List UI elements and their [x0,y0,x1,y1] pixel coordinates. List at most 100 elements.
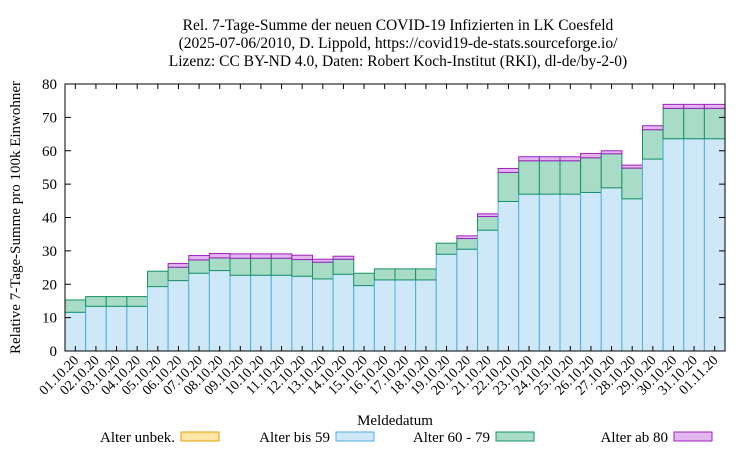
legend: Alter unbek. Alter bis 59 Alter 60 - 79 Alt… [100,430,713,446]
bar-alter-bis-59-13 [312,278,334,352]
bar-alter-bis-59-16 [373,279,396,352]
bar-alter-bis-59-29 [642,158,664,352]
y-axis-label: Relative 7-Tage-Summe pro 100k Einwohner [8,81,24,354]
chart-title: Rel. 7-Tage-Summe der neuen COVID-19 Inf… [169,17,627,70]
bar-alter-ab-80-23 [518,156,540,162]
bar-alter-60-79-17 [394,268,417,281]
bar-alter-bis-59-28 [621,198,644,352]
bar-alter-bis-59-10 [250,274,272,352]
bar-alter-bis-59-12 [291,275,314,352]
bar-alter-60-79-22 [497,171,520,202]
bar-alter-ab-80-31 [683,103,705,109]
bar-alter-60-79-15 [353,272,375,287]
bar-alter-bis-59-5 [147,286,169,352]
bar-alter-bis-59-24 [538,193,561,352]
bar-alter-bis-59-14 [332,273,355,352]
bar-alter-60-79-8 [208,257,231,272]
bar-alter-60-79-9 [229,257,252,276]
bar-alter-60-79-7 [188,259,210,274]
bar-alter-60-79-26 [580,157,602,193]
bar-alter-60-79-32 [703,107,726,140]
bar-alter-60-79-4 [126,296,149,307]
bar-alter-ab-80-29 [642,125,664,131]
bar-alter-bis-59-2 [85,305,107,352]
legend-label-alter-unbek: Alter unbek. [100,430,175,446]
bar-alter-ab-80-32 [703,103,726,109]
bar-alter-ab-80-28 [621,164,644,169]
bar-alter-60-79-11 [270,257,293,276]
bar-alter-60-79-30 [662,107,685,140]
y-tick-label: 40 [42,211,57,227]
bar-alter-bis-59-25 [559,193,582,352]
bar-alter-ab-80-12 [291,254,314,261]
bar-alter-60-79-20 [456,238,479,250]
bar-alter-ab-80-13 [312,258,334,263]
bar-alter-ab-80-8 [208,253,231,259]
bar-alter-bis-59-30 [662,138,685,352]
bar-alter-bis-59-22 [497,200,520,352]
bar-alter-bis-59-4 [126,305,149,352]
bar-alter-60-79-2 [85,296,107,307]
bar-alter-60-79-6 [167,266,190,282]
legend-label-alter-60-79: Alter 60 - 79 [413,430,490,446]
bar-alter-ab-80-30 [662,103,685,109]
y-tick-label: 80 [42,77,57,93]
bar-alter-bis-59-9 [229,274,252,352]
title-line-3: Lizenz: CC BY-ND 4.0, Daten: Robert Koch… [169,53,627,70]
bar-alter-bis-59-19 [435,253,458,352]
bar-alter-bis-59-6 [167,280,190,352]
legend-swatch-alter-bis-59 [335,431,375,442]
bar-alter-bis-59-17 [394,279,417,352]
bar-alter-ab-80-21 [477,213,499,218]
title-line-1: Rel. 7-Tage-Summe der neuen COVID-19 Inf… [183,17,614,34]
bar-alter-60-79-1 [64,299,87,313]
legend-label-alter-bis-59: Alter bis 59 [259,430,330,446]
legend-swatch-alter-unbek [180,431,220,442]
y-tick-label: 70 [42,110,57,126]
bars [64,103,726,352]
bar-alter-bis-59-27 [600,187,623,352]
bar-alter-bis-59-3 [105,305,128,352]
bar-alter-60-79-13 [312,261,334,280]
bar-alter-ab-80-10 [250,253,272,259]
y-tick-label: 10 [42,311,57,327]
legend-label-alter-ab-80: Alter ab 80 [601,430,668,446]
bar-alter-60-79-12 [291,259,314,277]
bar-alter-ab-80-7 [188,255,210,261]
bar-alter-bis-59-21 [477,229,499,352]
bar-alter-60-79-28 [621,167,644,200]
bar-alter-60-79-14 [332,258,355,275]
bar-alter-bis-59-7 [188,272,210,352]
bar-alter-ab-80-9 [229,253,252,259]
bar-alter-60-79-5 [147,270,169,288]
y-tick-label: 50 [42,177,57,193]
bar-alter-ab-80-11 [270,253,293,259]
bar-alter-bis-59-20 [456,248,479,352]
y-tick-label: 0 [50,344,58,360]
bar-alter-bis-59-31 [683,138,705,352]
legend-swatch-alter-ab-80 [673,431,713,442]
bar-alter-60-79-10 [250,257,272,276]
bar-alter-ab-80-20 [456,235,479,240]
bar-alter-ab-80-22 [497,167,520,173]
bar-alter-60-79-29 [642,129,664,160]
bar-alter-60-79-16 [373,268,396,281]
bar-alter-bis-59-26 [580,191,602,352]
bar-alter-60-79-21 [477,216,499,231]
y-axis: 0 10 20 30 40 50 60 70 80 [42,77,725,360]
bar-alter-bis-59-32 [703,138,726,352]
bar-alter-60-79-3 [105,296,128,307]
y-tick-label: 30 [42,244,57,260]
bar-alter-ab-80-25 [559,156,582,162]
bar-alter-60-79-25 [559,160,582,195]
bar-alter-ab-80-24 [538,156,561,162]
bar-alter-ab-80-6 [167,263,190,268]
bar-alter-bis-59-23 [518,193,540,352]
x-axis-label: Meldedatum [357,413,433,429]
bar-alter-60-79-31 [683,107,705,140]
bar-alter-ab-80-14 [332,255,355,260]
plot-frame [64,83,726,352]
bar-alter-60-79-24 [538,160,561,195]
bar-alter-60-79-19 [435,242,458,255]
